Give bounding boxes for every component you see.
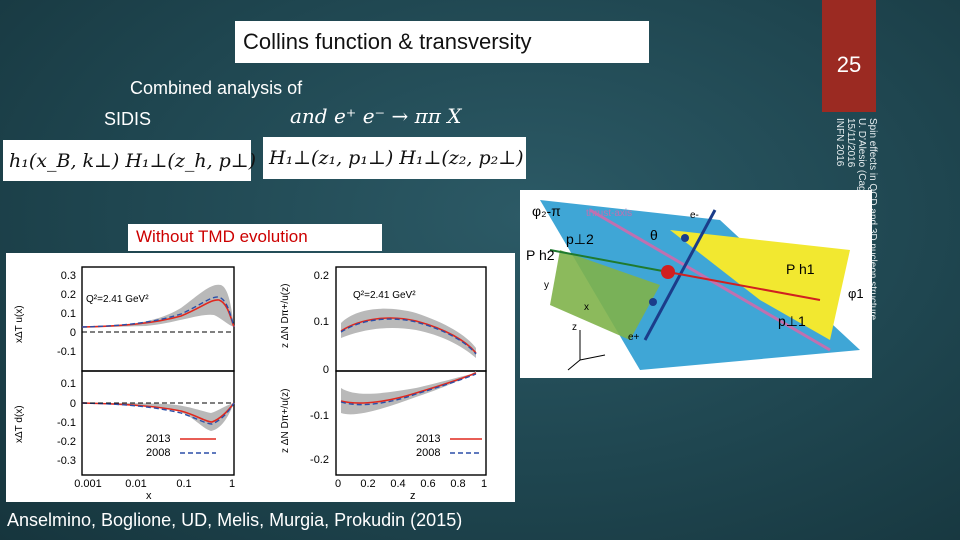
credit-line3: 15/11/2016 — [845, 118, 856, 168]
label-phi1: φ1 — [848, 286, 864, 301]
kinematics-diagram: φ₂-π thrust-axis p⊥2 θ e- P h2 P h1 φ1 p… — [520, 190, 872, 378]
vertex-dot — [661, 265, 675, 279]
reaction-formula: and e⁺ e⁻ → ππ X — [290, 104, 462, 128]
label-phi2: φ₂-π — [532, 203, 561, 219]
formula-ee: H₁⊥(z₁, p₁⊥) H₁⊥(z₂, p₂⊥) — [263, 137, 526, 179]
ph2-arrow — [549, 249, 669, 273]
axes-icon — [567, 330, 606, 371]
label-y-axis: y — [544, 280, 549, 291]
left-q2-label: Q²=2.41 GeV² — [86, 294, 149, 305]
right-bottom-yticks: -0.1 -0.2 — [310, 410, 329, 466]
right-bottom-band — [341, 371, 476, 415]
left-bottom-ylabel: xΔT d(x) — [14, 405, 25, 443]
label-theta: θ — [650, 227, 658, 243]
left-xlabel: x — [146, 490, 152, 502]
right-top-band — [341, 308, 476, 358]
left-bottom-band — [82, 403, 234, 431]
xtick: 0.001 — [74, 478, 102, 490]
legend-label-2008: 2008 — [146, 447, 170, 459]
plots-figure: Q²=2.41 GeV² Q²=2.41 GeV² 0.3 0.2 0.1 0 … — [6, 253, 515, 502]
ytick: -0.2 — [310, 454, 329, 466]
right-bottom-ylabel: z ΔN Dπ+/u(z) — [280, 389, 291, 453]
label-Ph2: P h2 — [526, 247, 555, 263]
left-top-curve-2013 — [81, 299, 235, 328]
ytick: 0.2 — [61, 289, 76, 301]
xtick: 0 — [335, 478, 341, 490]
left-top-curve-2008 — [81, 296, 235, 328]
xtick: 0.2 — [360, 478, 375, 490]
xtick: 0.1 — [176, 478, 191, 490]
xtick: 1 — [229, 478, 235, 490]
right-legend: 2013 2008 — [416, 433, 482, 459]
right-xticks: 0 0.2 0.4 0.6 0.8 1 — [335, 478, 487, 490]
label-p12: p⊥2 — [566, 231, 594, 247]
without-tmd-label: Without TMD evolution — [128, 224, 382, 251]
ytick: 0 — [70, 327, 76, 339]
ytick: 0 — [70, 398, 76, 410]
right-bottom-curve-2008 — [340, 373, 477, 406]
label-x-axis: x — [584, 302, 589, 313]
plots-svg: Q²=2.41 GeV² Q²=2.41 GeV² 0.3 0.2 0.1 0 … — [14, 266, 487, 502]
left-legend: 2013 2008 — [146, 433, 216, 459]
credit-line4: INFN 2016 — [834, 118, 845, 167]
slide-title: Collins function & transversity — [235, 21, 649, 63]
ytick: 0.1 — [61, 308, 76, 320]
label-eminus: e- — [690, 210, 699, 221]
diagram-svg: φ₂-π thrust-axis p⊥2 θ e- P h2 P h1 φ1 p… — [526, 200, 864, 371]
left-xticks: 0.001 0.01 0.1 1 — [74, 478, 235, 490]
xtick: 0.4 — [390, 478, 405, 490]
ytick: 0.1 — [61, 378, 76, 390]
electron-dot — [681, 234, 689, 242]
right-bottom-curve-2013 — [340, 372, 477, 404]
label-z-axis: z — [572, 322, 577, 333]
positron-dot — [649, 298, 657, 306]
green-plane — [550, 250, 660, 340]
right-q2-label: Q²=2.41 GeV² — [353, 290, 416, 301]
label-eplus: e+ — [628, 332, 640, 343]
left-top-yticks: 0.3 0.2 0.1 0 -0.1 — [57, 270, 76, 358]
left-bottom-yticks: 0.1 0 -0.1 -0.2 -0.3 — [57, 378, 76, 467]
xtick: 0.8 — [450, 478, 465, 490]
ytick: -0.2 — [57, 436, 76, 448]
ytick: 0.2 — [314, 270, 329, 282]
right-top-ylabel: z ΔN Dπ+/u(z) — [280, 284, 291, 348]
label-Ph1: P h1 — [786, 261, 815, 277]
legend-label-2013: 2013 — [416, 433, 440, 445]
right-xlabel: z — [410, 490, 416, 502]
formula-sidis: h₁(x_B, k⊥) H₁⊥(z_h, p⊥) — [3, 140, 256, 181]
left-bottom-curve-2008 — [81, 402, 235, 425]
legend-label-2013: 2013 — [146, 433, 170, 445]
yellow-plane — [670, 230, 850, 340]
ytick: -0.3 — [57, 455, 76, 467]
left-bottom-frame — [81, 370, 235, 476]
left-top-ylabel: xΔT u(x) — [14, 305, 25, 343]
page-number: 25 — [836, 52, 862, 77]
right-top-curve-2013 — [340, 317, 477, 354]
subtitle-line2: SIDIS — [104, 109, 152, 129]
xtick: 0.01 — [125, 478, 146, 490]
label-thrust-axis: thrust-axis — [586, 208, 632, 219]
legend-label-2008: 2008 — [416, 447, 440, 459]
ytick: 0 — [323, 364, 329, 376]
xtick: 1 — [481, 478, 487, 490]
subtitle-line1: Combined analysis of — [130, 78, 303, 98]
right-top-curve-2008 — [340, 318, 477, 355]
ph1-arrow — [667, 271, 821, 301]
page-number-tab: 25 — [822, 0, 876, 112]
xtick: 0.6 — [420, 478, 435, 490]
label-p11: p⊥1 — [778, 313, 806, 329]
ytick: -0.1 — [57, 417, 76, 429]
citation: Anselmino, Boglione, UD, Melis, Murgia, … — [7, 510, 463, 530]
left-top-band — [82, 284, 234, 327]
ytick: 0.1 — [314, 316, 329, 328]
ytick: 0.3 — [61, 270, 76, 282]
right-bottom-frame — [335, 370, 487, 476]
right-top-yticks: 0.2 0.1 0 — [314, 270, 329, 376]
ytick: -0.1 — [310, 410, 329, 422]
credit-line1: Spin effects in QCD and 3D nucleon struc… — [867, 118, 878, 321]
ytick: -0.1 — [57, 346, 76, 358]
